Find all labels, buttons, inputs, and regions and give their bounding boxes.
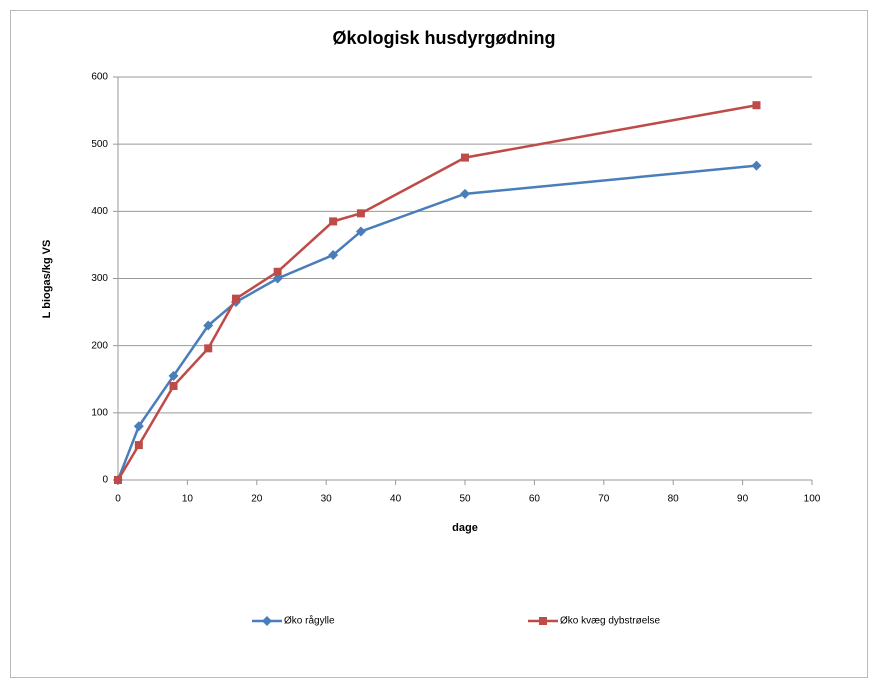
chart-border — [10, 10, 868, 678]
y-tick-label: 100 — [91, 407, 108, 418]
series-line — [116, 164, 757, 481]
x-tick-label: 80 — [668, 494, 680, 505]
data-point — [203, 320, 214, 331]
data-point — [272, 273, 283, 284]
data-point — [169, 381, 178, 390]
data-point — [328, 249, 339, 260]
x-tick-label: 100 — [804, 494, 821, 505]
data-point — [460, 188, 470, 199]
data-point — [461, 153, 469, 162]
x-axis-title: dage — [452, 522, 478, 534]
data-point — [751, 160, 762, 171]
data-point — [356, 209, 365, 218]
data-point — [231, 294, 240, 303]
x-tick-label: 0 — [115, 494, 121, 505]
legend-label: Øko rågylle — [284, 615, 335, 627]
x-tick-label: 90 — [737, 494, 749, 505]
x-tick-label: 50 — [459, 494, 471, 505]
data-point — [134, 441, 143, 450]
data-point — [133, 421, 144, 432]
chart-title: Økologisk husdyrgødning — [332, 28, 555, 48]
x-tick-label: 60 — [529, 494, 541, 505]
y-tick-label: 200 — [91, 340, 108, 351]
x-tick-label: 10 — [182, 494, 194, 505]
legend-marker — [262, 616, 272, 626]
data-point — [168, 370, 179, 381]
data-point — [114, 476, 122, 484]
y-tick-label: 0 — [102, 475, 108, 486]
x-tick-label: 70 — [598, 494, 610, 505]
legend-marker — [539, 617, 547, 625]
y-tick-label: 600 — [91, 72, 108, 83]
y-tick-label: 500 — [91, 139, 108, 150]
data-point — [752, 101, 761, 110]
y-tick-label: 400 — [91, 206, 108, 217]
legend-label: Øko kvæg dybstrøelse — [560, 616, 660, 627]
data-point — [355, 226, 366, 237]
x-tick-label: 30 — [321, 494, 333, 505]
y-tick-label: 300 — [91, 273, 108, 284]
x-tick-label: 20 — [251, 494, 263, 505]
y-axis-title: L biogas/kg VS — [41, 240, 53, 319]
x-tick-label: 40 — [390, 494, 402, 505]
data-point — [329, 217, 338, 226]
data-point — [273, 267, 282, 276]
data-point — [204, 344, 213, 353]
series-line — [116, 103, 757, 481]
